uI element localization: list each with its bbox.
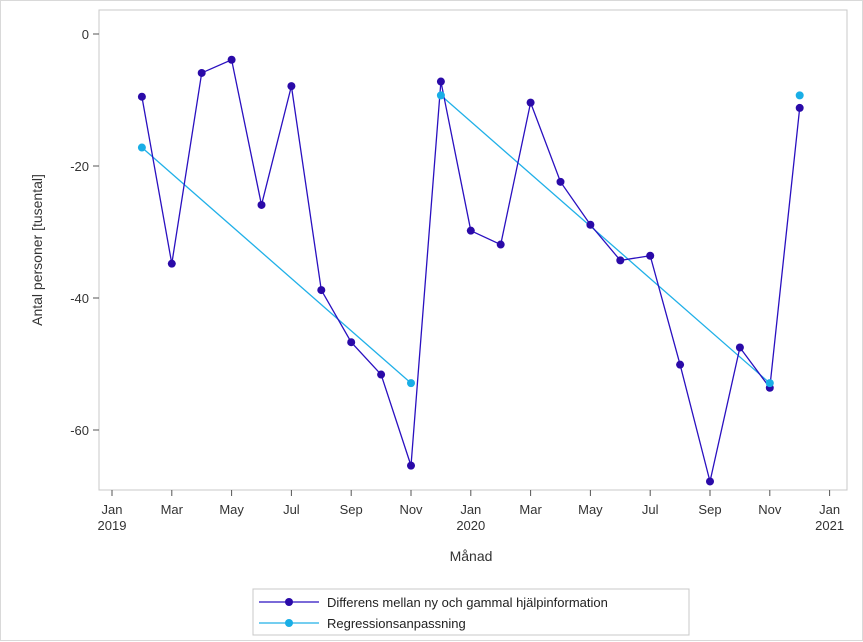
regression-point bbox=[795, 91, 804, 100]
differens-point bbox=[706, 477, 714, 486]
x-tick-label: May bbox=[219, 502, 244, 517]
y-axis-title: Antal personer [tusental] bbox=[29, 174, 45, 326]
regression-point bbox=[765, 379, 774, 388]
x-tick-label: Jul bbox=[283, 502, 300, 517]
x-tick-label: Sep bbox=[340, 502, 363, 517]
x-tick-label: Jan bbox=[819, 502, 840, 517]
regression-point bbox=[137, 143, 146, 152]
regression-point bbox=[436, 91, 445, 100]
plot-area bbox=[98, 9, 848, 491]
y-tick-label: -60 bbox=[70, 423, 89, 438]
legend-label-differens: Differens mellan ny och gammal hjälpinfo… bbox=[327, 595, 608, 610]
differens-point bbox=[287, 82, 296, 91]
x-tick-label: Mar bbox=[161, 502, 184, 517]
y-tick-label: -20 bbox=[70, 159, 89, 174]
differens-point bbox=[496, 240, 505, 249]
y-tick-label: -40 bbox=[70, 291, 89, 306]
differens-point bbox=[526, 98, 535, 107]
series-layer bbox=[137, 55, 804, 486]
legend-marker-differens bbox=[285, 598, 293, 606]
x-tick-year-label: 2020 bbox=[456, 518, 485, 533]
differens-point bbox=[227, 55, 236, 64]
differens-point bbox=[377, 370, 386, 379]
regression-point bbox=[407, 379, 415, 388]
x-tick-label: Nov bbox=[758, 502, 782, 517]
x-tick-year-label: 2021 bbox=[815, 518, 844, 533]
differens-point bbox=[795, 103, 804, 112]
differens-point bbox=[735, 343, 744, 352]
y-tick-label: 0 bbox=[82, 27, 89, 42]
differens-point bbox=[317, 286, 326, 295]
differens-point bbox=[137, 92, 146, 101]
differens-point bbox=[646, 251, 655, 260]
legend-label-regression: Regressionsanpassning bbox=[327, 616, 466, 631]
regression-line bbox=[141, 147, 412, 384]
differens-point bbox=[407, 461, 415, 470]
x-tick-label: Mar bbox=[519, 502, 542, 517]
differens-point bbox=[347, 338, 356, 347]
legend-box bbox=[252, 588, 690, 636]
x-tick-label: Jul bbox=[642, 502, 659, 517]
differens-point bbox=[616, 256, 625, 265]
legend-marker-regression bbox=[285, 619, 293, 627]
x-tick-label: Sep bbox=[698, 502, 721, 517]
x-axis-title: Månad bbox=[450, 548, 493, 564]
differens-point bbox=[466, 226, 475, 235]
x-tick-year-label: 2019 bbox=[98, 518, 127, 533]
differens-point bbox=[586, 220, 595, 229]
x-tick-label: Nov bbox=[399, 502, 423, 517]
differens-point bbox=[257, 200, 266, 209]
x-tick-label: Jan bbox=[102, 502, 123, 517]
differens-point bbox=[167, 259, 176, 268]
differens-point bbox=[676, 360, 685, 369]
differens-point bbox=[436, 77, 445, 86]
legend: Differens mellan ny och gammal hjälpinfo… bbox=[252, 588, 690, 636]
differens-point bbox=[197, 68, 206, 77]
x-tick-label: Jan bbox=[460, 502, 481, 517]
regression-line bbox=[440, 94, 771, 384]
x-tick-label: May bbox=[578, 502, 603, 517]
differens-point bbox=[556, 177, 565, 186]
